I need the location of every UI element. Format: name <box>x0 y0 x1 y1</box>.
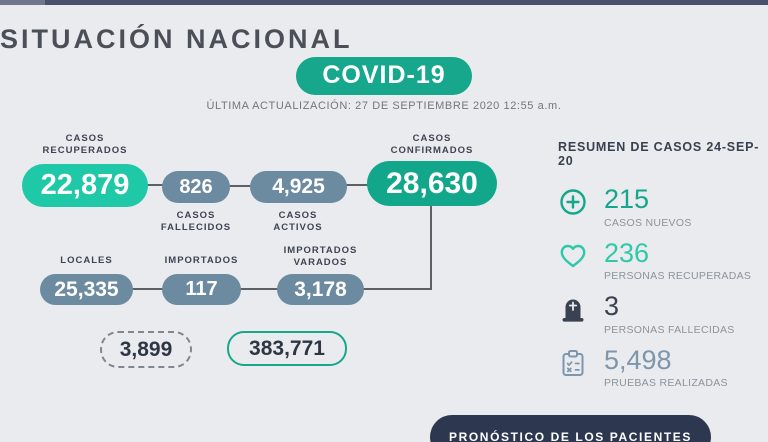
summary-item-casos-nuevos: 215 CASOS NUEVOS <box>558 184 764 229</box>
stat-pill-activos: 4,925 <box>250 171 347 203</box>
heart-icon <box>558 241 588 271</box>
summary-item-personas-recuperadas: 236 PERSONAS RECUPERADAS <box>558 237 764 283</box>
label-importados: IMPORTADOS <box>164 255 239 266</box>
stat-pill-outlined: 383,771 <box>227 331 347 366</box>
last-updated-text: ÚLTIMA ACTUALIZACIÓN: 27 DE SEPTIEMBRE 2… <box>206 100 562 112</box>
connector-line <box>345 184 369 186</box>
top-accent-bar <box>0 0 768 5</box>
label-casos-fallecidos: CASOS FALLECIDOS <box>160 210 232 233</box>
stat-pill-importados-varados: 3,178 <box>277 274 364 305</box>
clipboard-icon <box>558 348 588 378</box>
label-casos-activos: CASOS ACTIVOS <box>273 210 323 233</box>
top-accent-bar-left <box>0 0 45 5</box>
connector-line-vertical <box>430 205 432 290</box>
stat-pill-fallecidos: 826 <box>162 171 230 203</box>
summary-panel: RESUMEN DE CASOS 24-SEP-20 215 CASOS NUE… <box>558 140 764 400</box>
summary-label: CASOS NUEVOS <box>604 216 692 229</box>
pronostico-pacientes-button[interactable]: PRONÓSTICO DE LOS PACIENTES <box>430 415 711 442</box>
stat-pill-dashed: 3,899 <box>100 331 192 368</box>
connector-line <box>228 185 252 187</box>
label-locales: LOCALES <box>60 255 113 266</box>
connector-line <box>362 288 432 290</box>
stat-pill-recuperados: 22,879 <box>22 164 148 207</box>
connector-line <box>146 184 164 186</box>
stat-pill-locales: 25,335 <box>40 274 133 305</box>
summary-value: 236 <box>604 237 650 268</box>
summary-label: PERSONAS FALLECIDAS <box>604 323 735 336</box>
tombstone-icon <box>558 294 588 324</box>
label-casos-recuperados: CASOS RECUPERADOS <box>42 133 128 156</box>
stat-pill-confirmados: 28,630 <box>367 161 497 206</box>
summary-item-pruebas-realizadas: 5,498 PRUEBAS REALIZADAS <box>558 344 764 390</box>
summary-items: 215 CASOS NUEVOS 236 PERSONAS RECUPERADA… <box>558 184 764 390</box>
covid-badge: COVID-19 <box>296 57 472 95</box>
connector-line <box>239 288 279 290</box>
summary-item-personas-fallecidas: 3 PERSONAS FALLECIDAS <box>558 293 764 336</box>
summary-value: 5,498 <box>604 344 672 375</box>
covid-badge-wrap: COVID-19 <box>0 57 768 95</box>
page-title: SITUACIÓN NACIONAL <box>0 24 353 54</box>
summary-title: RESUMEN DE CASOS 24-SEP-20 <box>558 140 760 168</box>
stat-pill-importados: 117 <box>162 274 241 305</box>
summary-value: 215 <box>604 184 650 214</box>
label-importados-varados: IMPORTADOS VARADOS <box>283 245 358 268</box>
label-casos-confirmados: CASOS CONFIRMADOS <box>390 133 474 156</box>
summary-label: PRUEBAS REALIZADAS <box>604 377 728 390</box>
connector-line <box>131 288 164 290</box>
plus-circle-icon <box>558 187 588 217</box>
summary-label: PERSONAS RECUPERADAS <box>604 270 752 283</box>
summary-value: 3 <box>604 291 620 322</box>
